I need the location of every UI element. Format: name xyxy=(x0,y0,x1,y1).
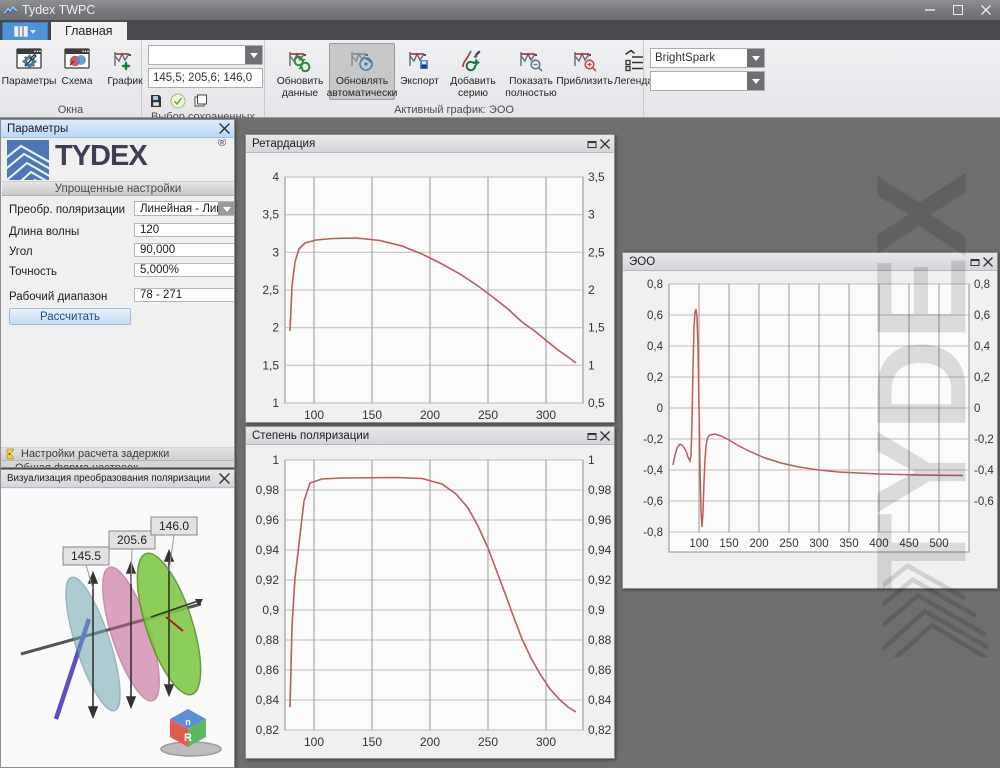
svg-text:0,98: 0,98 xyxy=(588,483,612,497)
svg-text:3: 3 xyxy=(588,208,595,222)
svg-text:200: 200 xyxy=(420,735,440,749)
svg-text:0,8: 0,8 xyxy=(647,279,663,291)
svg-text:3: 3 xyxy=(272,245,279,259)
svg-text:-0,2: -0,2 xyxy=(643,434,663,446)
svg-text:1,5: 1,5 xyxy=(588,321,605,335)
svg-text:-0,4: -0,4 xyxy=(643,465,663,477)
svg-text:n: n xyxy=(185,717,191,727)
svg-text:R: R xyxy=(184,732,192,744)
svg-text:3,5: 3,5 xyxy=(262,208,279,222)
svg-text:0,92: 0,92 xyxy=(256,573,280,587)
svg-text:4: 4 xyxy=(272,170,279,184)
svg-text:0,86: 0,86 xyxy=(256,663,280,677)
svg-text:0,6: 0,6 xyxy=(647,310,663,322)
svg-text:250: 250 xyxy=(779,538,798,550)
svg-text:1: 1 xyxy=(588,453,595,467)
svg-text:150: 150 xyxy=(362,408,382,422)
svg-text:300: 300 xyxy=(809,538,828,550)
svg-text:0,96: 0,96 xyxy=(588,513,612,527)
svg-text:1: 1 xyxy=(272,396,279,410)
svg-text:205.6: 205.6 xyxy=(117,533,147,547)
svg-text:200: 200 xyxy=(749,538,768,550)
svg-text:1: 1 xyxy=(588,358,595,372)
svg-text:150: 150 xyxy=(719,538,738,550)
svg-text:0: 0 xyxy=(657,403,663,415)
svg-text:145.5: 145.5 xyxy=(71,549,101,563)
svg-text:0,9: 0,9 xyxy=(588,603,605,617)
svg-text:0,96: 0,96 xyxy=(256,513,280,527)
svg-text:0,94: 0,94 xyxy=(256,543,280,557)
svg-text:-0,6: -0,6 xyxy=(643,496,663,508)
svg-text:200: 200 xyxy=(420,408,440,422)
svg-text:0,9: 0,9 xyxy=(262,603,279,617)
svg-text:2: 2 xyxy=(588,283,595,297)
svg-text:2: 2 xyxy=(272,321,279,335)
svg-text:0,98: 0,98 xyxy=(256,483,280,497)
svg-text:0,86: 0,86 xyxy=(588,663,612,677)
svg-text:0,88: 0,88 xyxy=(588,633,612,647)
svg-text:0,84: 0,84 xyxy=(588,693,612,707)
svg-text:0,4: 0,4 xyxy=(647,341,664,353)
svg-text:1,5: 1,5 xyxy=(262,358,279,372)
svg-text:146.0: 146.0 xyxy=(159,519,189,533)
svg-text:100: 100 xyxy=(689,538,708,550)
svg-text:0,94: 0,94 xyxy=(588,543,612,557)
svg-text:0,92: 0,92 xyxy=(588,573,612,587)
svg-text:0,5: 0,5 xyxy=(588,396,605,410)
svg-text:250: 250 xyxy=(478,735,498,749)
svg-text:0,2: 0,2 xyxy=(647,372,663,384)
svg-text:2,5: 2,5 xyxy=(262,283,279,297)
svg-text:-0,8: -0,8 xyxy=(643,527,663,539)
svg-text:100: 100 xyxy=(304,735,324,749)
svg-text:1: 1 xyxy=(272,453,279,467)
svg-text:2,5: 2,5 xyxy=(588,245,605,259)
svg-text:250: 250 xyxy=(478,408,498,422)
svg-text:100: 100 xyxy=(304,408,324,422)
svg-text:0,84: 0,84 xyxy=(256,693,280,707)
svg-text:300: 300 xyxy=(536,408,556,422)
svg-text:0,82: 0,82 xyxy=(588,723,612,737)
svg-text:3,5: 3,5 xyxy=(588,170,605,184)
svg-text:150: 150 xyxy=(362,735,382,749)
svg-text:300: 300 xyxy=(536,735,556,749)
svg-text:0,88: 0,88 xyxy=(256,633,280,647)
svg-text:0,82: 0,82 xyxy=(256,723,280,737)
